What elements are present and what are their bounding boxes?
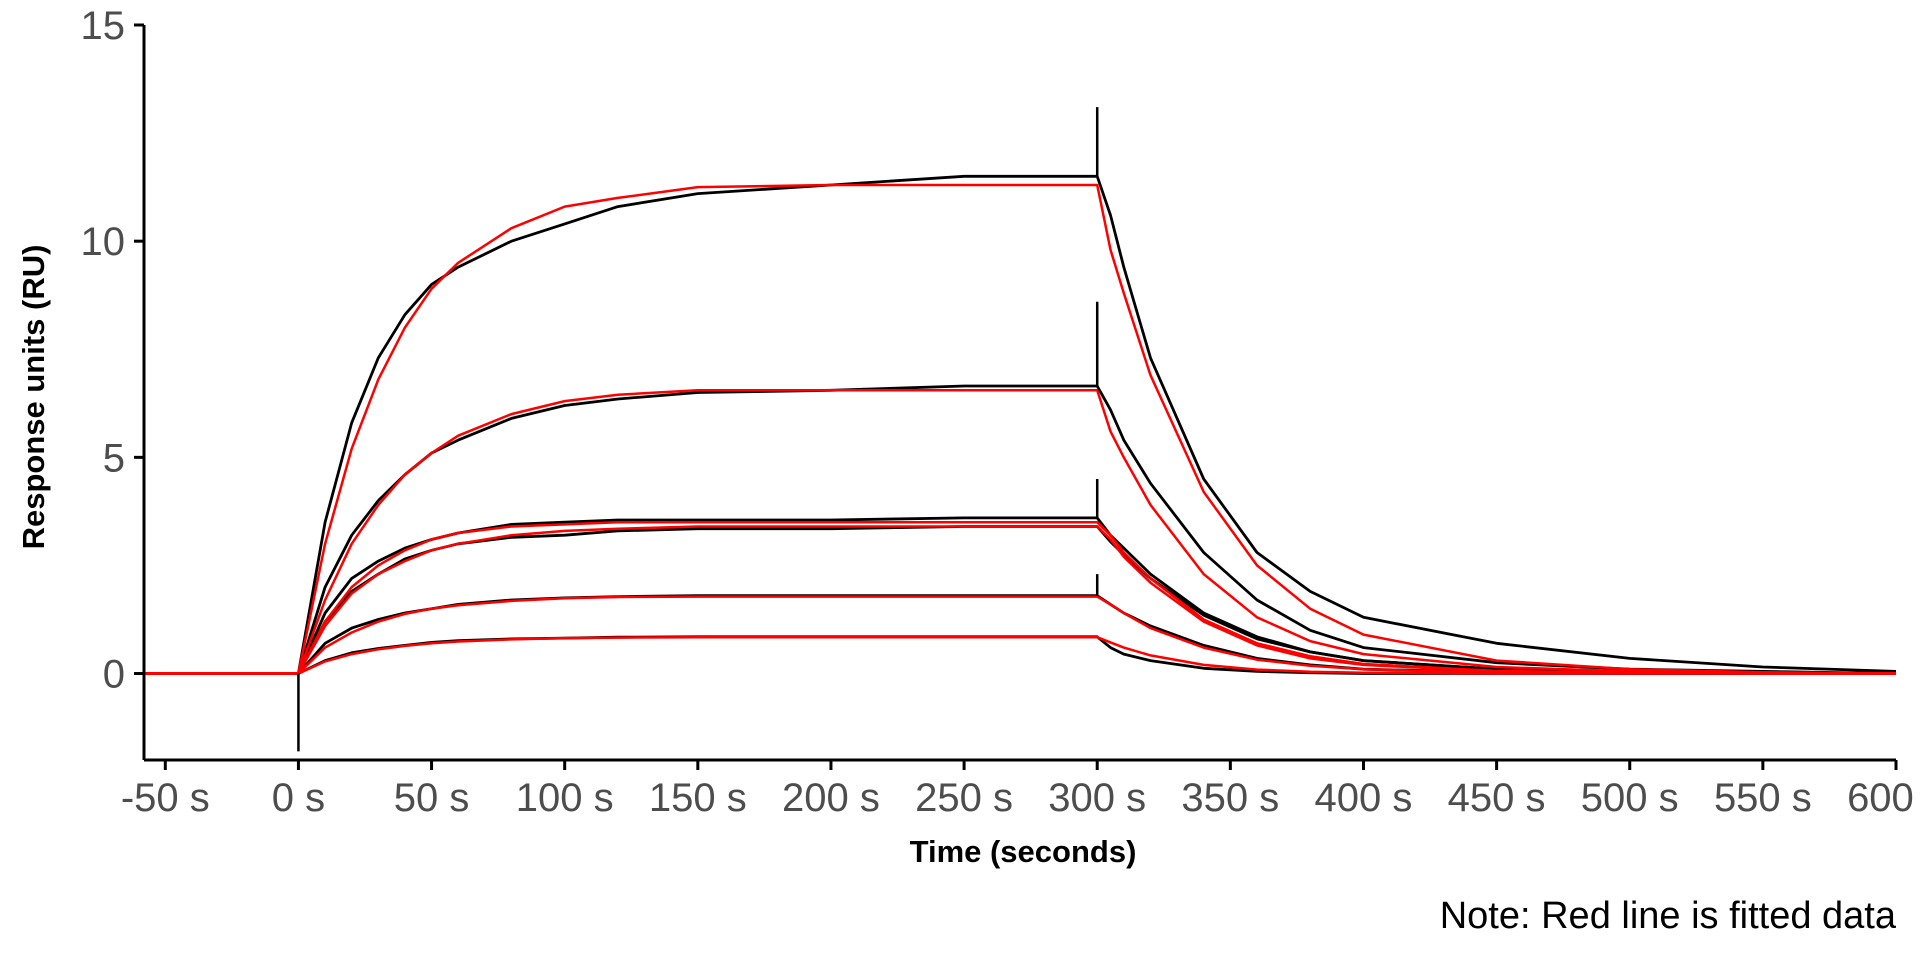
y-axis-ticks: 0 5 10 15	[81, 4, 144, 697]
spike-layer	[297, 107, 1099, 752]
x-tick-label: 0 s	[272, 776, 325, 820]
x-tick-label: 350 s	[1181, 776, 1279, 820]
y-tick-label: 5	[103, 436, 125, 480]
x-tick-label: 100 s	[516, 776, 614, 820]
x-tick-label: 50 s	[394, 776, 470, 820]
fitted-series-line	[144, 183, 1897, 675]
x-tick-label: 400 s	[1315, 776, 1413, 820]
x-tick-label: 500 s	[1581, 776, 1679, 820]
x-tick-label: 150 s	[649, 776, 747, 820]
fitted-series-line	[144, 635, 1896, 675]
measured-series-line	[144, 594, 1896, 675]
x-tick-label: 450 s	[1448, 776, 1546, 820]
y-axis-title: Response units (RU)	[16, 245, 51, 550]
x-tick-label: 200 s	[782, 776, 880, 820]
x-axis-title: Time (seconds)	[910, 834, 1137, 869]
fitted-series-line	[144, 595, 1896, 675]
x-tick-label: -50 s	[121, 776, 210, 820]
y-tick-label: 0	[103, 653, 125, 697]
x-tick-label: 600 s	[1847, 776, 1920, 820]
fitted-series-line	[144, 389, 1897, 675]
x-axis-ticks: -50 s 0 s 50 s 100 s 150 s 200 s 250 s 300 s 350…	[121, 760, 1920, 820]
fitted-series-line	[144, 525, 1896, 675]
series-layer	[144, 174, 1897, 675]
x-tick-label: 250 s	[915, 776, 1013, 820]
measured-series-line	[144, 384, 1897, 675]
measured-series-line	[144, 174, 1897, 675]
y-tick-label: 15	[81, 4, 126, 48]
y-tick-label: 10	[81, 220, 126, 264]
fit-note: Note: Red line is fitted data	[1440, 895, 1897, 937]
x-tick-label: 300 s	[1048, 776, 1146, 820]
x-tick-label: 550 s	[1714, 776, 1812, 820]
